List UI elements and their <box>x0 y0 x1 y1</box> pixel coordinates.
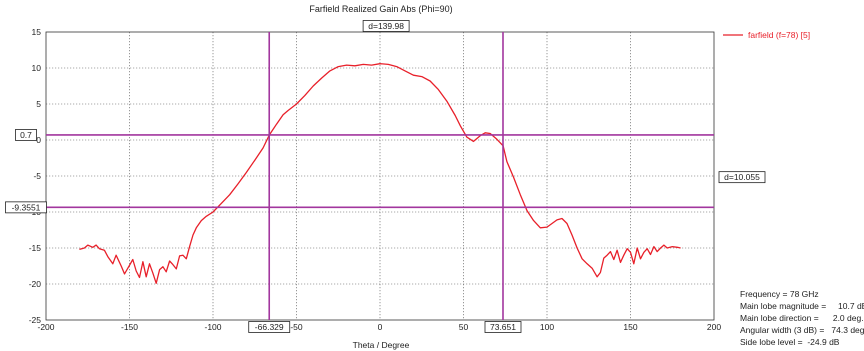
horizontal-marker-label-box <box>15 129 37 141</box>
annotation-line: Main lobe magnitude = 10.7 dB <box>740 301 864 311</box>
plot-frame <box>45 31 715 321</box>
x-tick-label: -100 <box>204 322 221 332</box>
x-tick-label: -200 <box>37 322 54 332</box>
y-tick-label: -5 <box>33 171 41 181</box>
x-tick-label: -150 <box>121 322 138 332</box>
vertical-marker-label-box <box>484 321 522 333</box>
delta-y-label: d=10.055 <box>718 171 766 184</box>
annotation-line: Frequency = 78 GHz <box>740 289 819 299</box>
delta-y-label-text: d=10.055 <box>724 172 760 182</box>
x-axis-label: Theta / Degree <box>353 340 410 350</box>
vertical-marker-label-text: -66.329 <box>255 322 284 332</box>
x-tick-label: 200 <box>707 322 721 332</box>
chart-title: Farfield Realized Gain Abs (Phi=90) <box>309 4 452 14</box>
y-tick-label: 15 <box>32 27 42 37</box>
horizontal-marker-label-box <box>5 201 47 214</box>
y-tick-label: -15 <box>29 243 42 253</box>
horizontal-marker-label: 0.7 <box>15 129 37 141</box>
grid-lines <box>46 32 714 320</box>
summary-annotations: Frequency = 78 GHz Main lobe magnitude = … <box>740 289 864 347</box>
vertical-marker-label: 73.651 <box>484 321 522 333</box>
legend-entry: farfield (f=78) [5] <box>748 30 810 40</box>
x-tick-label: -50 <box>290 322 303 332</box>
horizontal-marker-label-text: 0.7 <box>20 130 32 140</box>
delta-x-label-text: d=139.98 <box>368 21 404 31</box>
x-tick-label: 150 <box>623 322 637 332</box>
series-line-farfield <box>79 63 681 284</box>
delta-y-label-box <box>718 171 766 184</box>
vertical-marker-label-text: 73.651 <box>490 322 516 332</box>
delta-x-label: d=139.98 <box>362 20 410 32</box>
vertical-marker-label-box <box>248 321 291 333</box>
y-tick-label: -20 <box>29 279 42 289</box>
x-tick-label: 50 <box>459 322 469 332</box>
y-tick-label: 0 <box>36 135 41 145</box>
y-tick-label: 5 <box>36 99 41 109</box>
delta-x-label-box <box>362 20 410 32</box>
annotation-line: Side lobe level = -24.9 dB <box>740 337 840 347</box>
y-tick-label: -25 <box>29 315 42 325</box>
horizontal-marker-label: -9.3551 <box>5 201 47 214</box>
legend: farfield (f=78) [5] <box>723 30 810 40</box>
horizontal-marker-label-text: -9.3551 <box>12 202 41 212</box>
annotation-line: Main lobe direction = 2.0 deg. <box>740 313 864 323</box>
vertical-marker-label: -66.329 <box>248 321 291 333</box>
x-tick-labels: -200 -150 -100 -50 0 50 100 150 200 <box>37 322 721 332</box>
y-tick-label: 10 <box>32 63 42 73</box>
marker-lines: 0.7 -9.3551 -66.329 73.651 d=139.98 d=10.055 <box>5 20 766 333</box>
annotation-line: Angular width (3 dB) = 74.3 deg. <box>740 325 864 335</box>
x-tick-label: 100 <box>540 322 554 332</box>
x-tick-label: 0 <box>378 322 383 332</box>
